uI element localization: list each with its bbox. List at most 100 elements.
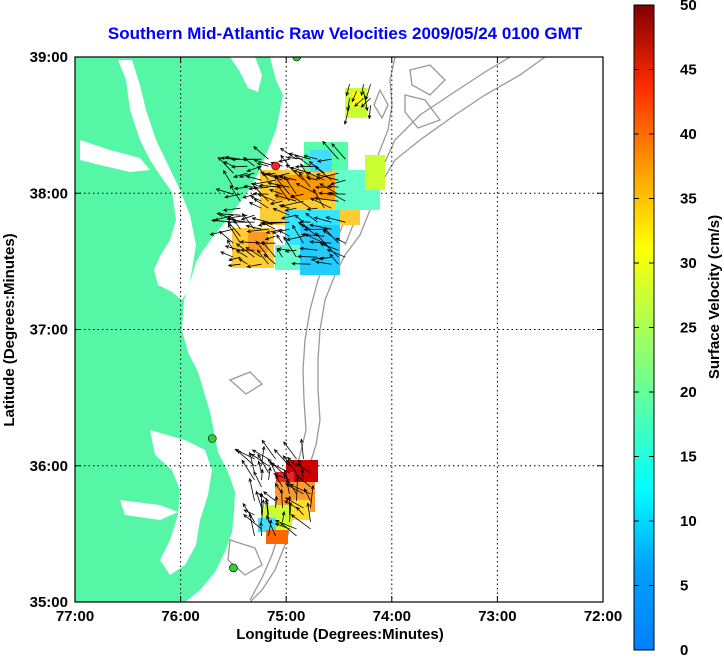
- colorbar-tick-label: 15: [680, 449, 697, 466]
- velocity-arrow: [312, 189, 325, 209]
- velocity-arrow: [249, 513, 255, 537]
- station-marker: [292, 57, 302, 62]
- velocity-arrow: [274, 449, 290, 467]
- velocity-arrow-head: [315, 173, 321, 177]
- velocity-arrow: [296, 463, 311, 474]
- velocity-arrow-head: [224, 155, 230, 160]
- velocity-arrow: [306, 176, 318, 181]
- x-axis: 77:00 76:00 75:00 74:00 73:00 72:00: [56, 57, 622, 625]
- velocity-arrow-head: [274, 175, 279, 180]
- velocity-arrow: [292, 263, 311, 265]
- velocity-arrow-head: [266, 514, 270, 520]
- velocity-arrow-head: [279, 147, 285, 152]
- velocity-arrow-head: [240, 216, 246, 221]
- velocity-arrow: [283, 441, 297, 460]
- colorbar-tick-label: 25: [680, 320, 697, 337]
- velocity-arrow: [232, 218, 241, 230]
- velocity-arrow-head: [234, 448, 239, 453]
- velocity-arrow: [249, 452, 255, 474]
- velocity-arrow: [260, 522, 262, 536]
- velocity-arrow-head: [298, 172, 303, 177]
- velocity-arrow-head: [314, 260, 320, 265]
- velocity-arrow-head: [285, 237, 291, 242]
- colorbar-tick-label: 5: [680, 578, 688, 595]
- velocity-arrow: [251, 183, 262, 188]
- velocity-arrow: [280, 522, 297, 537]
- velocity-arrow: [252, 449, 269, 460]
- velocity-arrow: [249, 478, 255, 502]
- velocity-arrow: [351, 91, 357, 102]
- velocity-arrow-head: [297, 254, 302, 259]
- velocity-arrow-head: [278, 175, 284, 179]
- velocity-arrow-head: [291, 261, 296, 266]
- velocity-arrow: [268, 467, 271, 480]
- velocity-arrow: [283, 455, 297, 474]
- velocity-arrow: [286, 480, 290, 495]
- velocity-arrow: [282, 511, 285, 523]
- velocity-arrow: [296, 474, 311, 488]
- velocity-arrow: [310, 197, 332, 209]
- velocity-arrow-head: [220, 251, 225, 255]
- velocity-arrow: [227, 218, 248, 223]
- velocity-arrow-head: [257, 460, 262, 465]
- velocity-arrow: [234, 186, 248, 190]
- velocity-arrow: [346, 84, 350, 96]
- velocity-arrow-head: [299, 246, 304, 251]
- velocity-arrow-head: [260, 171, 265, 176]
- map-area: [75, 57, 603, 602]
- velocity-arrow-head: [284, 249, 289, 253]
- grid: [75, 57, 603, 602]
- velocity-arrow: [304, 233, 325, 244]
- velocity-arrow: [275, 475, 283, 488]
- velocity-arrow: [315, 261, 332, 265]
- velocity-arrow-head: [223, 169, 227, 175]
- velocity-arrow: [274, 175, 290, 195]
- velocity-arrow-head: [304, 233, 309, 238]
- velocity-arrow-head: [285, 483, 290, 488]
- velocity-arrow-head: [270, 462, 275, 467]
- velocity-arrow-head: [288, 501, 293, 507]
- velocity-arrow: [223, 207, 241, 211]
- velocity-arrow-head: [280, 216, 286, 220]
- velocity-arrow-head: [253, 471, 258, 476]
- velocity-arrow-head: [284, 497, 290, 502]
- velocity-arrow-head: [280, 154, 285, 159]
- velocity-arrow: [300, 439, 304, 459]
- velocity-arrow-head: [253, 158, 258, 163]
- velocity-arrow-head: [314, 196, 319, 201]
- velocity-arrow-head: [278, 230, 283, 234]
- velocity-arrow-head: [243, 184, 248, 189]
- velocity-arrow: [305, 212, 318, 223]
- velocity-arrow-head: [288, 152, 293, 157]
- x-tick-label: 77:00: [56, 608, 94, 625]
- velocity-arrow-head: [248, 186, 253, 191]
- velocity-arrow-head: [305, 176, 311, 180]
- velocity-arrow: [281, 200, 304, 207]
- velocity-arrow-head: [278, 159, 283, 163]
- velocity-arrow: [285, 249, 297, 252]
- velocity-arrow-head: [326, 249, 331, 253]
- velocity-arrow-head: [264, 236, 270, 241]
- velocity-arrow: [365, 84, 371, 100]
- velocity-arrow-head: [243, 509, 248, 513]
- velocity-arrow-head: [294, 154, 299, 159]
- velocity-arrow: [329, 253, 339, 265]
- velocity-arrow-head: [319, 242, 325, 247]
- velocity-arrow-head: [318, 191, 323, 196]
- velocity-arrow: [229, 185, 241, 202]
- velocity-arrow-head: [223, 161, 228, 165]
- velocity-arrow: [292, 225, 304, 244]
- velocity-arrow: [322, 141, 339, 160]
- velocity-arrow-head: [233, 174, 238, 178]
- velocity-arrow: [298, 172, 311, 188]
- velocity-arrow-head: [309, 240, 314, 244]
- velocity-arrow: [255, 241, 269, 258]
- velocity-arrow-head: [216, 211, 221, 216]
- station-marker: [207, 434, 217, 443]
- velocity-arrow-head: [303, 154, 308, 159]
- velocity-arrow: [317, 158, 332, 162]
- velocity-arrow: [250, 195, 262, 202]
- velocity-arrow-head: [255, 240, 260, 245]
- velocity-arrow: [275, 496, 277, 508]
